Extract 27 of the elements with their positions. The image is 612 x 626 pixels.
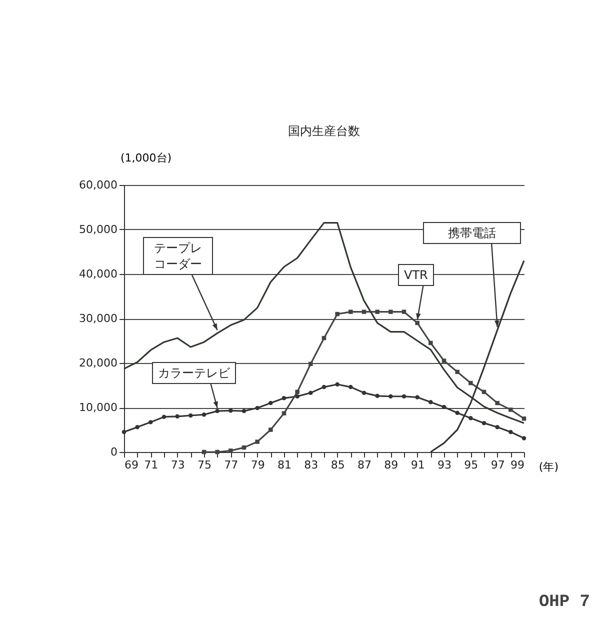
x-tick-label: 81 bbox=[278, 458, 292, 472]
y-tick-label: 20,000 bbox=[79, 356, 118, 370]
x-tick-label: 89 bbox=[384, 458, 398, 472]
text: OHP 7 bbox=[538, 593, 590, 612]
x-tick-label: 91 bbox=[410, 458, 425, 472]
x-tick-label: 73 bbox=[170, 458, 185, 472]
x-tick-label: 77 bbox=[224, 458, 238, 472]
chart-title: 国内生産台数 bbox=[288, 124, 360, 138]
x-tick-label: 75 bbox=[198, 458, 212, 472]
x-tick-label: 87 bbox=[358, 458, 372, 472]
x-tick-label: 93 bbox=[438, 458, 452, 472]
x-tick-label: 85 bbox=[330, 458, 345, 472]
x-tick-label: 83 bbox=[304, 458, 318, 472]
y-tick-label: 60,000 bbox=[79, 178, 118, 192]
x-tick-label: 69 bbox=[124, 458, 138, 472]
x-tick-label: 97 bbox=[490, 458, 505, 472]
y-tick-label: 30,000 bbox=[79, 312, 118, 325]
x-tick-label: 95 bbox=[464, 458, 478, 472]
y-axis-title: (1,000台) bbox=[120, 152, 172, 164]
y-tick-label: 10,000 bbox=[79, 401, 118, 414]
x-axis-title: (年) bbox=[538, 460, 558, 474]
y-tick-label: 50,000 bbox=[79, 223, 118, 236]
y-tick-label: 40,000 bbox=[79, 268, 118, 280]
x-tick-label: 99 bbox=[510, 458, 524, 472]
x-tick-label: 79 bbox=[250, 458, 265, 472]
y-tick-label: 0 bbox=[110, 446, 118, 458]
x-tick-label: 71 bbox=[144, 458, 158, 472]
